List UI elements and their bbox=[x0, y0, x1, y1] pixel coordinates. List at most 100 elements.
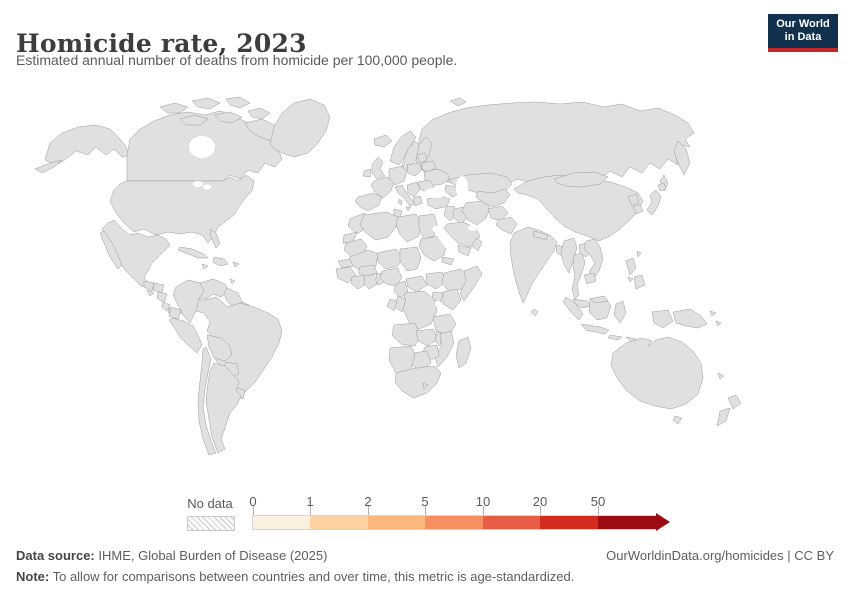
region-australia[interactable] bbox=[610, 336, 704, 410]
region-north-korea[interactable] bbox=[627, 193, 640, 207]
region-sri-lanka[interactable] bbox=[530, 308, 539, 317]
region-bolivia[interactable] bbox=[206, 334, 233, 362]
region-baltics[interactable] bbox=[416, 152, 428, 164]
region-cameroon[interactable] bbox=[393, 280, 409, 299]
owid-logo[interactable]: Our World in Data bbox=[768, 14, 838, 52]
region-jamaica[interactable] bbox=[201, 263, 209, 270]
region-mongolia[interactable] bbox=[553, 171, 609, 188]
region-uk[interactable] bbox=[371, 156, 386, 180]
region-new-zealand[interactable] bbox=[716, 394, 742, 427]
region-uganda[interactable] bbox=[431, 291, 444, 303]
region-egypt[interactable] bbox=[418, 213, 438, 240]
region-taiwan[interactable] bbox=[636, 250, 642, 258]
legend-swatch-50plus[interactable] bbox=[598, 516, 656, 529]
region-el-salvador[interactable] bbox=[146, 289, 155, 297]
region-ivory-coast[interactable] bbox=[350, 274, 367, 290]
region-iceland[interactable] bbox=[373, 134, 393, 148]
region-puerto-rico[interactable] bbox=[232, 261, 240, 268]
region-guatemala[interactable] bbox=[143, 280, 155, 292]
region-gabon[interactable] bbox=[386, 298, 398, 312]
region-lesotho[interactable] bbox=[422, 382, 429, 390]
legend-swatch-2-5[interactable] bbox=[368, 516, 425, 529]
legend-swatch-20-50[interactable] bbox=[540, 516, 598, 529]
region-tanzania[interactable] bbox=[432, 313, 457, 336]
region-greece[interactable] bbox=[412, 195, 423, 207]
region-yemen[interactable] bbox=[457, 244, 472, 257]
region-myanmar[interactable] bbox=[560, 237, 578, 274]
region-poland[interactable] bbox=[406, 162, 423, 177]
region-chad[interactable] bbox=[399, 246, 422, 272]
region-south-korea[interactable] bbox=[632, 203, 644, 215]
region-norway[interactable] bbox=[389, 130, 417, 166]
region-peru[interactable] bbox=[168, 317, 203, 354]
region-kamchatka[interactable] bbox=[673, 140, 691, 176]
region-malaysia-borneo[interactable] bbox=[589, 295, 609, 304]
region-tasmania[interactable] bbox=[672, 415, 683, 425]
region-baja-california[interactable] bbox=[99, 230, 123, 270]
region-trinidad[interactable] bbox=[229, 278, 236, 285]
world-choropleth-map[interactable] bbox=[30, 85, 840, 485]
region-oman[interactable] bbox=[471, 237, 483, 252]
region-papua-new-guinea[interactable] bbox=[672, 308, 717, 329]
region-iberia[interactable] bbox=[354, 192, 383, 212]
region-senegal[interactable] bbox=[337, 258, 354, 269]
region-ireland[interactable] bbox=[362, 168, 372, 178]
region-russia[interactable] bbox=[415, 101, 695, 187]
region-nepal[interactable] bbox=[532, 230, 549, 241]
region-ecuador[interactable] bbox=[168, 306, 182, 320]
region-pakistan[interactable] bbox=[495, 216, 518, 235]
region-iran[interactable] bbox=[461, 200, 491, 226]
region-florida[interactable] bbox=[209, 228, 221, 249]
region-somalia[interactable] bbox=[459, 265, 483, 302]
region-zambia[interactable] bbox=[415, 328, 439, 347]
region-ghana[interactable] bbox=[363, 273, 378, 290]
region-france[interactable] bbox=[370, 176, 395, 199]
region-cambodia[interactable] bbox=[583, 272, 597, 285]
region-algeria[interactable] bbox=[359, 211, 399, 241]
region-aleutians[interactable] bbox=[34, 159, 63, 174]
region-hispaniola[interactable] bbox=[212, 256, 229, 267]
region-svalbard[interactable] bbox=[449, 97, 467, 107]
region-japan[interactable] bbox=[646, 182, 667, 216]
region-greenland[interactable] bbox=[269, 98, 331, 158]
region-eritrea[interactable] bbox=[441, 256, 455, 266]
region-angola[interactable] bbox=[391, 322, 421, 347]
legend-swatch-5-10[interactable] bbox=[425, 516, 483, 529]
region-niger[interactable] bbox=[376, 248, 404, 270]
region-honduras[interactable] bbox=[152, 282, 165, 294]
region-sulawesi[interactable] bbox=[613, 300, 627, 324]
region-central-asia[interactable] bbox=[475, 188, 511, 208]
region-nicaragua[interactable] bbox=[156, 291, 168, 304]
region-afghanistan[interactable] bbox=[487, 205, 509, 222]
legend-swatch-1-2[interactable] bbox=[310, 516, 368, 529]
legend-colorbar[interactable] bbox=[252, 515, 657, 530]
region-germany-central-europe[interactable] bbox=[388, 165, 408, 186]
region-costa-rica[interactable] bbox=[161, 301, 171, 312]
no-data-swatch[interactable] bbox=[187, 516, 235, 531]
region-argentina[interactable] bbox=[205, 362, 242, 454]
region-arctic-islands[interactable] bbox=[159, 96, 281, 142]
region-venezuela[interactable] bbox=[198, 278, 230, 300]
legend-swatch-0-1[interactable] bbox=[253, 516, 310, 529]
region-thailand[interactable] bbox=[571, 252, 586, 300]
region-south-africa[interactable] bbox=[394, 365, 442, 399]
region-new-caledonia[interactable] bbox=[717, 372, 725, 380]
region-chile[interactable] bbox=[197, 346, 217, 456]
region-java[interactable] bbox=[580, 323, 610, 335]
region-solomon-islands[interactable] bbox=[715, 320, 722, 327]
attribution-link[interactable]: OurWorldinData.org/homicides | CC BY bbox=[606, 548, 834, 563]
region-libya[interactable] bbox=[395, 213, 422, 243]
region-south-sudan[interactable] bbox=[425, 271, 447, 290]
region-sumatra[interactable] bbox=[562, 296, 584, 321]
region-balkans[interactable] bbox=[406, 181, 421, 198]
region-usa[interactable] bbox=[109, 174, 255, 244]
region-central-african-republic[interactable] bbox=[405, 275, 428, 293]
region-india[interactable] bbox=[509, 226, 558, 304]
region-philippines[interactable] bbox=[625, 257, 646, 290]
region-burkina-faso[interactable] bbox=[357, 264, 378, 277]
region-west-papua[interactable] bbox=[651, 309, 674, 329]
region-drc[interactable] bbox=[402, 290, 438, 330]
legend-swatch-10-20[interactable] bbox=[483, 516, 540, 529]
region-madagascar[interactable] bbox=[455, 336, 472, 369]
region-alaska[interactable] bbox=[44, 124, 131, 166]
